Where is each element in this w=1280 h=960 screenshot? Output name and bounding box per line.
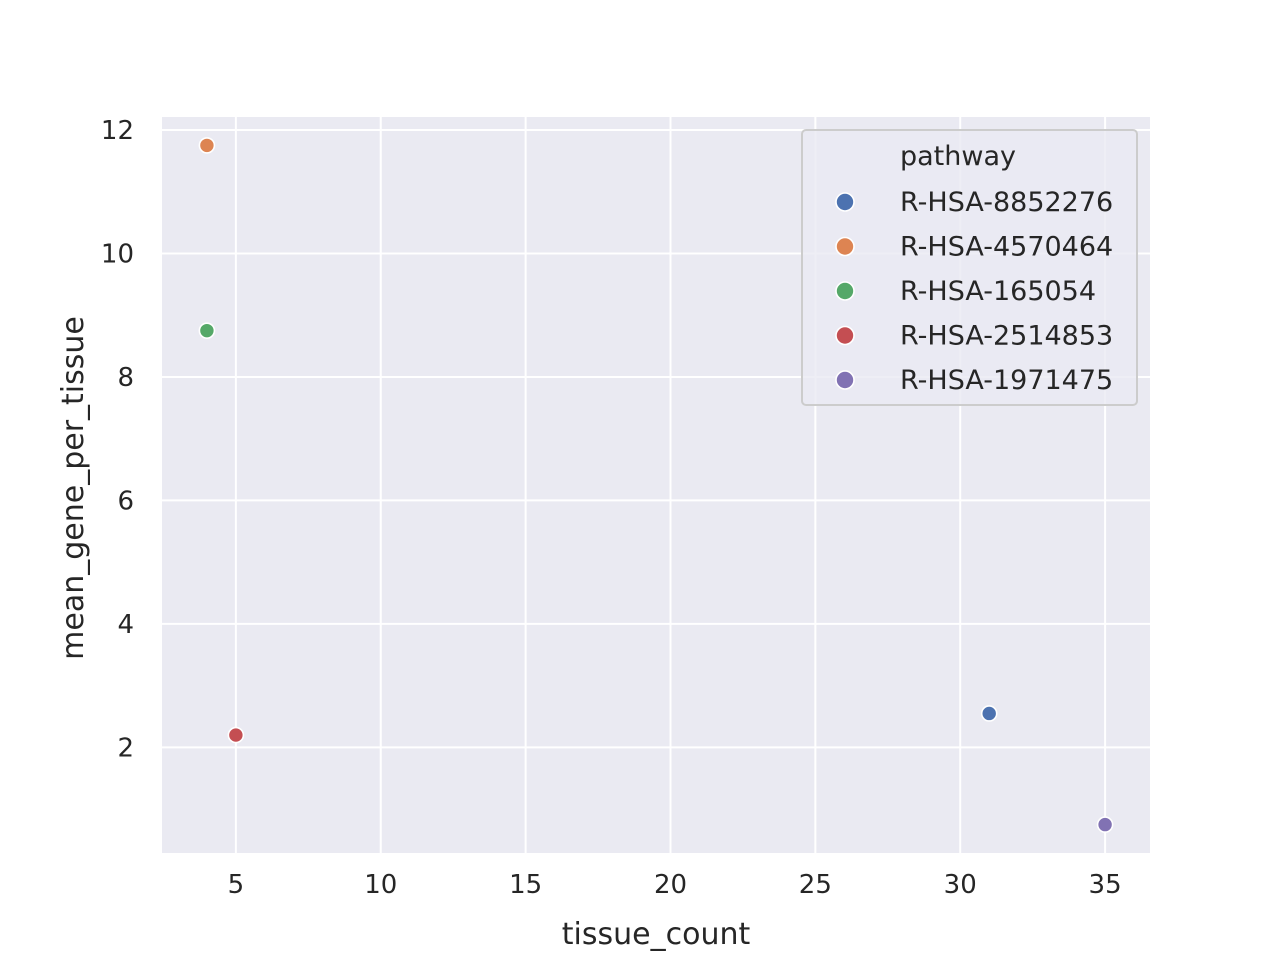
data-point [1096,816,1114,833]
x-tick-label: 35 [1089,870,1122,900]
y-tick-label: 2 [117,733,134,763]
legend-entry: R-HSA-4570464 [900,232,1113,263]
legend-marker [835,325,855,346]
x-tick-label: 25 [799,870,832,900]
data-point [198,137,216,154]
legend-marker [835,236,855,257]
legend-marker [835,370,855,390]
legend-marker [835,192,855,212]
x-tick-label: 20 [654,870,687,900]
y-tick-label: 12 [101,116,134,146]
x-tick-label: 30 [944,870,977,900]
x-tick-label: 15 [509,870,542,900]
y-tick-label: 6 [117,486,134,516]
legend-entry: R-HSA-8852276 [900,187,1113,218]
legend-entry: R-HSA-2514853 [900,321,1113,352]
legend-entry: R-HSA-165054 [900,276,1096,307]
y-tick-label: 4 [117,610,134,640]
data-points [198,137,1114,833]
x-tick-labels: 5 10 15 20 25 30 35 [228,870,1122,900]
x-axis-label: tissue_count [562,917,751,952]
legend-box [801,129,1138,406]
legend-marker [835,281,855,301]
y-tick-label: 8 [117,363,134,393]
legend-items: R-HSA-8852276 R-HSA-4570464 R-HSA-165054 R-… [835,187,1113,396]
y-tick-labels: 2 4 6 8 10 12 [101,116,134,763]
legend-title: pathway [900,141,1016,172]
y-axis-label: mean_gene_per_tissue [56,316,91,660]
y-tick-label: 10 [101,239,134,269]
legend: pathway R-HSA-8852276R-HSA-4570464R-HSA-… [801,129,1138,406]
data-point [227,726,245,744]
data-point [198,322,216,339]
x-tick-label: 10 [364,870,397,900]
data-point [980,705,998,722]
x-tick-label: 5 [228,870,245,900]
legend-entry: R-HSA-1971475 [900,365,1113,396]
